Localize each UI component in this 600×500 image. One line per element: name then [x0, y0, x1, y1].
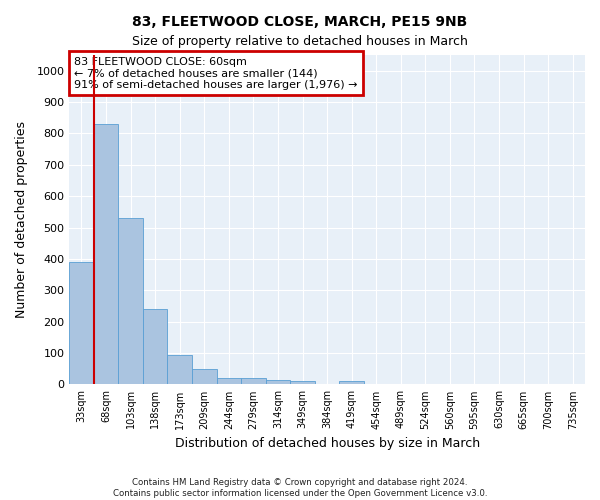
- Text: Size of property relative to detached houses in March: Size of property relative to detached ho…: [132, 35, 468, 48]
- Bar: [143, 309, 167, 384]
- Bar: [340, 382, 364, 384]
- Bar: [167, 354, 192, 384]
- Bar: [266, 380, 290, 384]
- Bar: [94, 124, 118, 384]
- Bar: [69, 262, 94, 384]
- Bar: [192, 368, 217, 384]
- Bar: [290, 382, 315, 384]
- Bar: [241, 378, 266, 384]
- Text: 83, FLEETWOOD CLOSE, MARCH, PE15 9NB: 83, FLEETWOOD CLOSE, MARCH, PE15 9NB: [133, 15, 467, 29]
- Text: 83 FLEETWOOD CLOSE: 60sqm
← 7% of detached houses are smaller (144)
91% of semi-: 83 FLEETWOOD CLOSE: 60sqm ← 7% of detach…: [74, 56, 358, 90]
- Bar: [118, 218, 143, 384]
- Text: Contains HM Land Registry data © Crown copyright and database right 2024.
Contai: Contains HM Land Registry data © Crown c…: [113, 478, 487, 498]
- Bar: [217, 378, 241, 384]
- X-axis label: Distribution of detached houses by size in March: Distribution of detached houses by size …: [175, 437, 479, 450]
- Y-axis label: Number of detached properties: Number of detached properties: [15, 121, 28, 318]
